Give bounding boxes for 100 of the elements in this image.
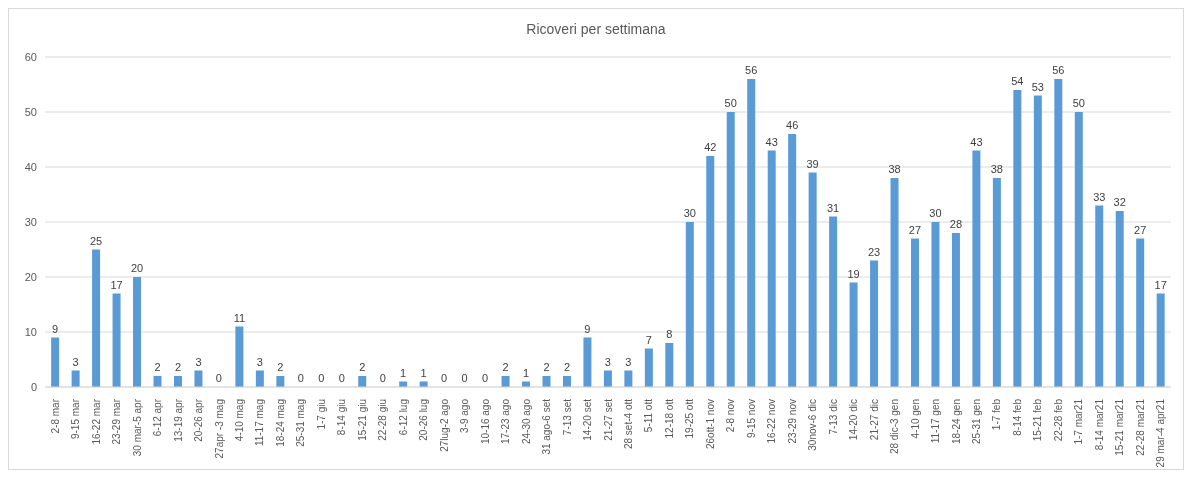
x-tick-label: 16-22 nov — [766, 399, 778, 444]
data-label: 3 — [256, 355, 263, 368]
data-label: 20 — [130, 262, 144, 274]
x-tick-label: 28 dic-3 gen — [889, 399, 901, 455]
data-label: 17 — [1154, 278, 1167, 291]
bar — [1156, 293, 1165, 387]
bar — [1013, 90, 1022, 387]
data-label: 19 — [847, 267, 860, 280]
bar — [583, 337, 592, 387]
x-tick-label: 5-11 ott — [643, 398, 655, 433]
bar — [992, 178, 1001, 387]
bar — [706, 156, 715, 387]
bar — [951, 233, 960, 387]
data-label: 27 — [1134, 223, 1147, 236]
x-tick-label: 27lug-2 ago — [438, 398, 450, 452]
bar — [747, 79, 756, 387]
bar — [603, 370, 612, 387]
data-label: 1 — [522, 366, 530, 379]
x-tick-label: 21-27 dic — [868, 399, 880, 441]
x-tick-label: 14-20 dic — [848, 399, 860, 441]
bar — [501, 376, 510, 387]
data-label: 2 — [502, 361, 509, 373]
data-label: 2 — [277, 361, 284, 373]
bar — [624, 370, 633, 387]
y-tick-label: 40 — [24, 160, 37, 173]
x-tick-label: 6-12 apr — [152, 398, 164, 437]
x-tick-label: 15-21 mar21 — [1114, 398, 1126, 456]
y-tick-label: 60 — [24, 50, 37, 63]
x-tick-label: 1-7 mar21 — [1073, 398, 1085, 445]
bar — [1054, 79, 1063, 387]
bar — [51, 337, 60, 387]
bar — [870, 260, 879, 387]
data-label: 0 — [379, 372, 386, 384]
bar — [92, 249, 101, 387]
x-tick-label: 18-24 gen — [950, 399, 962, 445]
bar — [153, 376, 162, 387]
data-label: 0 — [318, 372, 325, 384]
data-label: 0 — [215, 372, 222, 384]
data-label: 39 — [806, 157, 819, 170]
data-label: 2 — [543, 361, 550, 373]
x-tick-label: 18-24 mag — [274, 399, 286, 447]
bar — [1136, 238, 1145, 387]
x-tick-label: 21-27 set — [602, 398, 614, 441]
x-tick-label: 20-26 lug — [418, 399, 430, 441]
x-tick-label: 22-28 feb — [1052, 398, 1064, 442]
x-tick-label: 15-21 feb — [1032, 398, 1044, 442]
bar — [829, 216, 838, 387]
data-label: 8 — [666, 328, 673, 340]
data-label: 2 — [174, 361, 182, 373]
data-label: 17 — [110, 278, 123, 291]
bar — [542, 376, 551, 387]
data-label: 7 — [645, 333, 652, 346]
y-tick-label: 0 — [30, 380, 37, 393]
x-tick-label: 20-26 apr — [193, 398, 205, 442]
data-label: 0 — [297, 372, 304, 384]
bar — [1095, 205, 1104, 387]
x-tick-label: 25-31 mag — [295, 399, 307, 447]
data-label: 31 — [826, 201, 840, 214]
bar — [235, 326, 244, 387]
data-label: 32 — [1113, 196, 1126, 208]
data-label: 28 — [949, 218, 963, 230]
data-label: 50 — [724, 97, 737, 109]
bar — [276, 376, 285, 387]
x-tick-label: 23-29 mar — [111, 398, 123, 445]
data-label: 43 — [765, 135, 778, 148]
data-label: 3 — [604, 355, 611, 368]
x-tick-label: 30nov-6 dic — [807, 399, 819, 451]
data-label: 53 — [1031, 80, 1044, 93]
x-tick-label: 8-14 mar21 — [1093, 398, 1105, 451]
data-label: 9 — [584, 322, 591, 335]
bar — [911, 238, 919, 387]
data-label: 30 — [929, 207, 942, 219]
data-label: 0 — [461, 372, 468, 384]
x-tick-label: 6-12 lug — [397, 399, 409, 436]
x-tick-label: 2-8 nov — [725, 399, 737, 433]
data-label: 0 — [482, 372, 489, 384]
data-label: 38 — [888, 163, 901, 175]
x-tick-label: 4-10 mag — [233, 399, 245, 442]
data-label: 1 — [400, 366, 407, 379]
x-tick-label: 1-7 giu — [315, 399, 327, 430]
x-tick-label: 11-17 mag — [254, 399, 266, 447]
bar — [890, 178, 899, 387]
data-label: 25 — [89, 234, 103, 247]
data-label: 56 — [745, 64, 758, 76]
x-tick-label: 14-20 set — [582, 398, 594, 441]
x-tick-label: 24-30 ago — [520, 398, 532, 445]
data-label: 2 — [154, 361, 161, 373]
data-label: 2 — [563, 361, 571, 373]
bar — [767, 150, 776, 387]
x-tick-label: 28 set-4 ott — [622, 398, 634, 450]
data-label: 0 — [338, 372, 345, 384]
x-tick-label: 8-14 feb — [1011, 398, 1023, 436]
x-tick-label: 2-8 mar — [49, 398, 61, 434]
x-tick-label: 17-23 ago — [500, 398, 512, 445]
data-label: 42 — [704, 141, 717, 153]
bar — [112, 293, 121, 387]
data-label: 0 — [441, 372, 448, 384]
data-label: 3 — [625, 355, 632, 368]
bar — [1033, 95, 1042, 387]
x-tick-label: 30 mar-5 apr — [131, 398, 143, 457]
